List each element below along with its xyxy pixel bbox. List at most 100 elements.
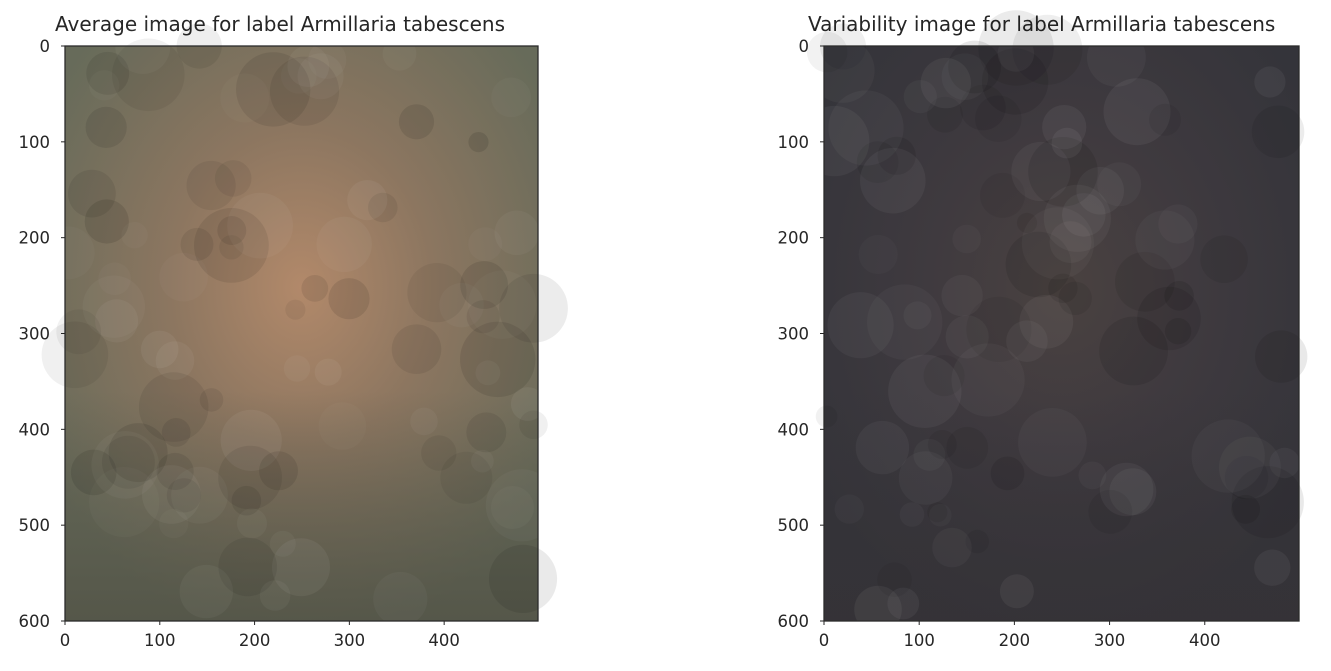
texture-blob xyxy=(941,275,982,316)
texture-blob xyxy=(1231,494,1260,524)
texture-blob xyxy=(270,531,296,557)
texture-blob xyxy=(156,452,194,491)
x-tick-label: 200 xyxy=(999,631,1031,650)
texture-blob xyxy=(927,430,957,459)
average-image-panel: Average image for label Armillaria tabes… xyxy=(0,0,660,671)
texture-blob xyxy=(468,227,502,261)
texture-blob xyxy=(227,192,293,259)
texture-blob xyxy=(475,360,501,386)
texture-blob xyxy=(383,37,417,71)
texture-blob xyxy=(999,574,1034,609)
texture-blob xyxy=(1269,447,1300,479)
texture-blob xyxy=(1103,78,1171,146)
texture-blob xyxy=(220,74,269,123)
texture-blob xyxy=(952,225,981,254)
texture-blob xyxy=(859,235,898,274)
texture-blob xyxy=(218,537,277,597)
texture-blob xyxy=(867,284,942,359)
texture-blob xyxy=(347,180,388,221)
texture-blob xyxy=(998,35,1035,72)
texture-blob xyxy=(219,235,244,260)
texture-blob xyxy=(806,31,848,73)
texture-blob xyxy=(269,56,340,126)
y-tick-label: 300 xyxy=(19,325,51,344)
texture-blob xyxy=(140,330,179,369)
texture-blob xyxy=(468,271,536,339)
texture-blob xyxy=(314,358,342,386)
texture-blob xyxy=(856,141,899,184)
texture-blob xyxy=(1062,193,1106,237)
texture-blob xyxy=(180,227,214,261)
texture-blob xyxy=(1042,105,1087,150)
texture-blob xyxy=(259,451,298,491)
texture-blob xyxy=(86,51,130,95)
texture-blob xyxy=(161,418,191,447)
texture-blob xyxy=(923,355,965,397)
texture-blob xyxy=(285,299,306,320)
texture-blob xyxy=(1051,127,1083,159)
texture-blob xyxy=(328,278,370,320)
texture-blob xyxy=(272,538,330,597)
texture-blob xyxy=(945,315,989,359)
texture-blob xyxy=(1149,103,1181,136)
texture-blob xyxy=(980,172,1025,218)
texture-blob xyxy=(68,169,116,218)
texture-blob xyxy=(1115,251,1175,312)
texture-blob xyxy=(217,216,247,245)
texture-blob xyxy=(108,423,168,483)
variability-image-title: Variability image for label Armillaria t… xyxy=(808,12,1276,36)
texture-blob xyxy=(899,451,953,505)
texture-blob xyxy=(214,160,252,197)
texture-blob xyxy=(877,136,916,175)
texture-blob xyxy=(1018,408,1087,477)
y-tick-label: 200 xyxy=(19,229,51,248)
texture-blob xyxy=(138,372,209,442)
texture-blob xyxy=(860,147,926,214)
texture-blob xyxy=(1231,466,1304,539)
texture-blob xyxy=(171,466,228,524)
variability-image-panel: Variability image for label Armillaria t… xyxy=(760,0,1331,671)
y-tick-label: 100 xyxy=(19,133,51,152)
texture-blob xyxy=(1012,14,1083,85)
texture-blob xyxy=(460,261,508,309)
x-tick-label: 0 xyxy=(60,631,71,650)
texture-blob xyxy=(1048,273,1078,303)
average-image-plot: 0 100 200 300 400 0 100 200 300 400 500 600 xyxy=(19,23,568,650)
texture-blob xyxy=(927,96,963,133)
texture-blob xyxy=(799,105,870,177)
texture-blob xyxy=(194,208,269,283)
y-tick-label: 500 xyxy=(778,516,810,535)
texture-blob xyxy=(1076,166,1124,215)
y-tick-label: 0 xyxy=(799,37,810,56)
x-tick-label: 400 xyxy=(1189,631,1221,650)
texture-blob xyxy=(966,296,1032,362)
texture-blob xyxy=(1005,231,1072,298)
texture-blob xyxy=(1088,489,1133,534)
texture-blob xyxy=(231,485,262,516)
texture-blob xyxy=(466,412,507,453)
texture-blob xyxy=(510,387,545,421)
texture-blob xyxy=(1011,141,1071,202)
texture-blob xyxy=(1254,549,1291,586)
x-tick-label: 400 xyxy=(428,631,460,650)
texture-blob xyxy=(1099,462,1154,517)
texture-blob xyxy=(186,160,236,211)
texture-blob xyxy=(410,408,438,436)
average-image-title: Average image for label Armillaria tabes… xyxy=(55,12,505,36)
texture-blob xyxy=(952,343,1025,416)
y-tick-label: 0 xyxy=(40,37,51,56)
x-tick-label: 200 xyxy=(239,631,271,650)
texture-blob xyxy=(319,402,367,450)
texture-blob xyxy=(398,104,435,140)
texture-blob xyxy=(888,354,962,428)
texture-blob xyxy=(904,80,937,113)
texture-blob xyxy=(948,40,1001,94)
texture-blob xyxy=(1087,28,1146,87)
texture-blob xyxy=(877,562,912,597)
texture-blob xyxy=(284,355,310,381)
texture-blob xyxy=(1164,281,1194,311)
texture-blob xyxy=(179,564,233,619)
texture-blob xyxy=(815,405,838,428)
texture-blob xyxy=(460,321,536,398)
texture-blob xyxy=(287,45,330,88)
